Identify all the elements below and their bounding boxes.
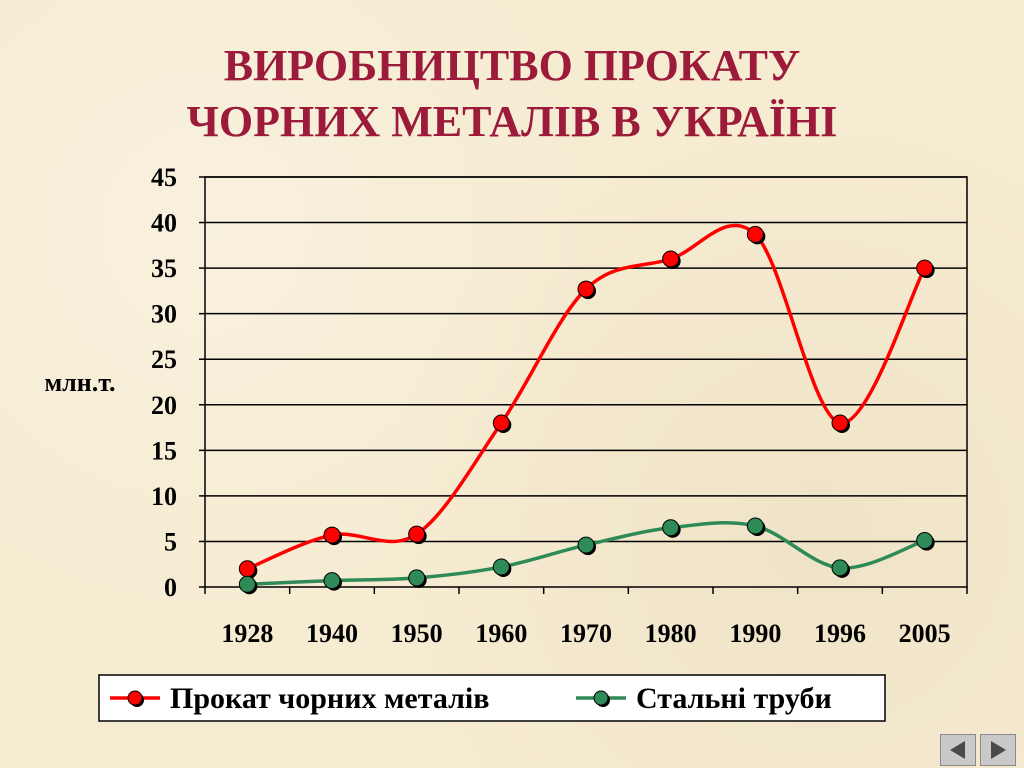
chart-axes — [199, 176, 968, 594]
previous-slide-button[interactable] — [940, 734, 976, 766]
data-point — [916, 259, 934, 277]
x-tick-label: 1990 — [729, 619, 781, 648]
series-line — [246, 223, 927, 571]
y-tick-label: 35 — [151, 254, 177, 283]
data-point — [831, 559, 849, 577]
legend-label: Прокат чорних металів — [170, 682, 489, 715]
x-tick-label: 1996 — [814, 619, 866, 648]
chart-series — [238, 223, 935, 595]
legend-swatch-marker — [593, 690, 609, 706]
series-2 — [238, 517, 935, 595]
legend-item: Прокат чорних металів — [110, 682, 489, 715]
y-tick-label: 40 — [151, 209, 177, 238]
data-point — [662, 250, 680, 268]
data-point — [831, 414, 849, 432]
chart-tick-labels: 0 5 10 15 20 25 30 35 40 45 1928 1940 1950 1960 1970 19… — [151, 163, 951, 648]
data-point — [408, 569, 426, 587]
data-point — [323, 526, 341, 544]
legend-box — [98, 674, 886, 722]
y-tick-label: 25 — [151, 345, 177, 374]
slide-title-line-1: ВИРОБНИЦТВО ПРОКАТУ — [223, 41, 801, 90]
y-axis-label: млн.т. — [44, 368, 115, 397]
x-tick-label: 1970 — [560, 619, 612, 648]
data-point — [238, 575, 256, 593]
slide-title: ВИРОБНИЦТВО ПРОКАТУ ЧОРНИХ МЕТАЛІВ В УКР… — [0, 38, 1024, 150]
data-point — [492, 558, 510, 576]
y-tick-label: 0 — [164, 573, 177, 602]
y-tick-label: 45 — [151, 163, 177, 192]
legend-swatch-marker — [127, 690, 143, 706]
x-tick-label: 1928 — [221, 619, 273, 648]
x-tick-label: 2005 — [899, 619, 951, 648]
data-point — [238, 560, 256, 578]
triangle-right-icon — [991, 741, 1006, 759]
chart-grid — [205, 176, 967, 543]
y-tick-label: 5 — [164, 527, 177, 556]
data-point — [323, 572, 341, 590]
plot-area-frame — [204, 176, 968, 588]
chart-legend: Прокат чорних металів Стальні труби — [98, 674, 886, 722]
x-tick-label: 1980 — [645, 619, 697, 648]
series-1 — [238, 223, 935, 579]
legend-item: Стальні труби — [576, 682, 832, 715]
data-point — [746, 517, 764, 535]
y-tick-label: 20 — [151, 391, 177, 420]
x-tick-label: 1960 — [475, 619, 527, 648]
slide-title-line-2: ЧОРНИХ МЕТАЛІВ В УКРАЇНІ — [186, 97, 838, 146]
y-tick-label: 30 — [151, 300, 177, 329]
next-slide-button[interactable] — [980, 734, 1016, 766]
data-point — [577, 280, 595, 298]
data-point — [746, 225, 764, 243]
y-tick-label: 10 — [151, 482, 177, 511]
x-tick-label: 1950 — [391, 619, 443, 648]
data-point — [662, 519, 680, 537]
data-point — [916, 532, 934, 550]
data-point — [492, 414, 510, 432]
y-tick-label: 15 — [151, 436, 177, 465]
triangle-left-icon — [950, 741, 965, 759]
data-point — [408, 525, 426, 543]
legend-label: Стальні труби — [636, 682, 832, 715]
data-point — [577, 536, 595, 554]
x-tick-label: 1940 — [306, 619, 358, 648]
